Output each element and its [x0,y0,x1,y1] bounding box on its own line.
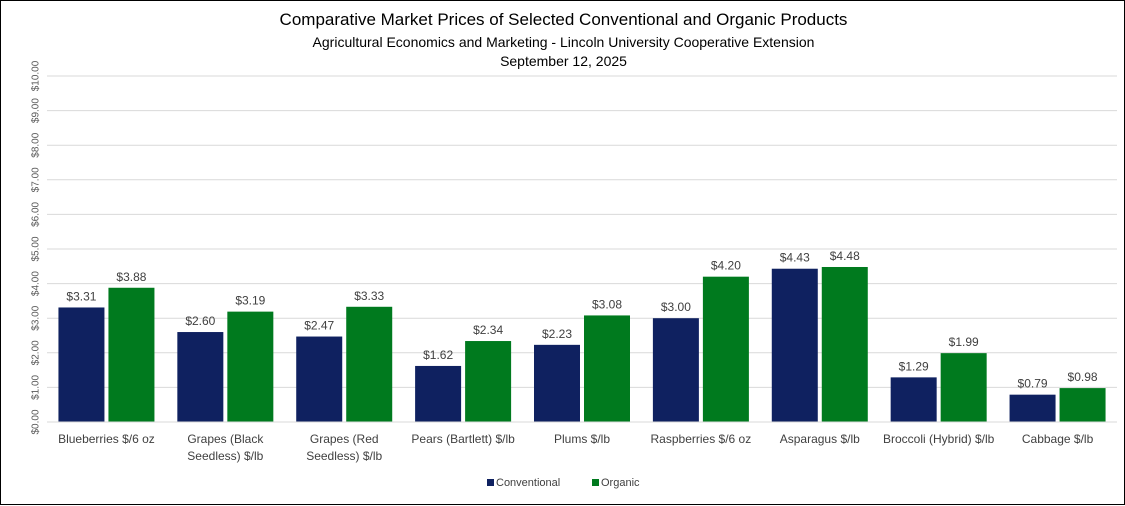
y-tick-label: $8.00 [31,132,42,157]
y-tick-label: $4.00 [31,271,42,296]
data-label: $1.29 [899,359,929,373]
x-tick-label: Plums $/lb [554,432,610,446]
data-label: $3.31 [66,289,96,303]
data-label: $2.23 [542,327,572,341]
y-tick-label: $1.00 [31,374,42,399]
x-tick-label: Broccoli (Hybrid) $/lb [883,432,995,446]
data-label: $3.88 [116,270,146,284]
x-tick-label: Raspberries $/6 oz [651,432,752,446]
y-tick-label: $10.00 [31,60,42,91]
y-tick-label: $0.00 [31,409,42,434]
bar-conventional [415,365,462,422]
chart-title: Comparative Market Prices of Selected Co… [279,10,848,29]
y-tick-label: $7.00 [31,167,42,192]
x-tick-label: Grapes (Red [310,432,379,446]
data-label: $4.43 [780,251,810,265]
bar-organic [108,287,155,422]
data-label: $1.99 [949,335,979,349]
x-tick-label: Seedless) $/lb [187,449,263,463]
data-label: $2.60 [185,314,215,328]
data-label: $0.98 [1068,370,1098,384]
bar-organic [346,306,393,422]
x-tick-label: Blueberries $/6 oz [58,432,155,446]
data-label: $3.33 [354,289,384,303]
data-label: $3.00 [661,300,691,314]
bar-conventional [1009,394,1056,422]
data-label: $3.08 [592,297,622,311]
y-tick-label: $9.00 [31,98,42,123]
bar-organic [940,353,987,422]
bar-conventional [890,377,937,422]
x-tick-label: Cabbage $/lb [1022,432,1094,446]
x-tick-label: Pears (Bartlett) $/lb [411,432,515,446]
y-tick-label: $5.00 [31,236,42,261]
data-label: $3.19 [235,294,265,308]
bar-conventional [652,318,699,422]
bar-conventional [534,344,580,422]
bar-organic [227,311,274,422]
x-tick-label: Asparagus $/lb [780,432,860,446]
bar-conventional [771,268,818,422]
bar-organic [584,315,630,422]
legend-swatch [592,479,599,486]
chart-subtitle: Agricultural Economics and Marketing - L… [312,34,815,50]
data-label: $4.48 [830,249,860,263]
y-tick-label: $6.00 [31,201,42,226]
legend-label: Conventional [496,477,560,489]
x-tick-label: Grapes (Black [187,432,264,446]
data-label: $2.34 [473,323,503,337]
bar-organic [1059,388,1106,422]
bar-conventional [58,307,105,422]
data-label: $4.20 [711,259,741,273]
data-label: $2.47 [304,319,334,333]
data-label: $1.62 [423,348,453,362]
y-tick-label: $3.00 [31,305,42,330]
bar-conventional [296,336,343,422]
x-tick-label: Seedless) $/lb [306,449,382,463]
bar-organic [702,276,749,422]
bar-organic [465,341,512,422]
y-tick-label: $2.00 [31,340,42,365]
legend-label: Organic [601,477,640,489]
data-label: $0.79 [1018,377,1048,391]
bar-organic [821,266,868,422]
legend-swatch [487,479,494,486]
bar-conventional [177,332,224,422]
chart-date: September 12, 2025 [500,53,627,69]
